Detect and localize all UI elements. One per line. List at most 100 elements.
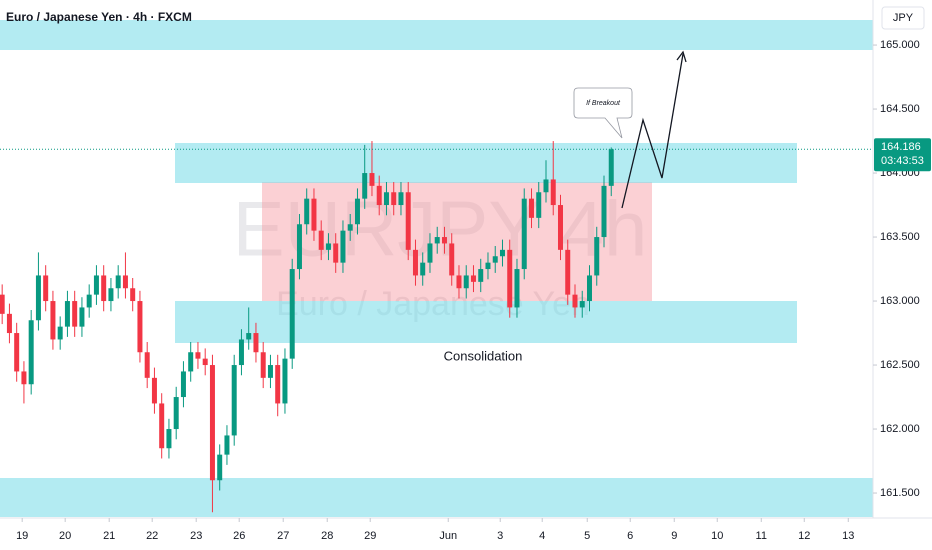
candle-body <box>608 149 614 186</box>
candle-body <box>173 397 179 430</box>
x-tick-label: 23 <box>190 530 202 542</box>
support-zone <box>175 301 797 343</box>
projection-arrow <box>621 53 684 209</box>
support-zone-bottom <box>0 478 873 517</box>
candle-body <box>180 371 186 398</box>
candle-body <box>333 243 339 263</box>
candle-body <box>21 371 27 385</box>
candle-body <box>456 275 462 289</box>
candle-body <box>260 352 266 378</box>
candle-body <box>50 301 56 340</box>
candle-body <box>398 192 404 206</box>
candles <box>0 141 873 513</box>
candle-body <box>362 173 368 199</box>
candle-body <box>296 224 302 270</box>
x-tick-label: 26 <box>233 530 245 542</box>
candle-body <box>463 275 469 289</box>
candle-body <box>434 237 440 244</box>
last-price-label: 164.186 <box>881 141 921 153</box>
candle-body <box>86 294 92 308</box>
x-tick-label: Jun <box>439 530 457 542</box>
candle-body <box>72 301 78 327</box>
candle-body <box>420 262 426 276</box>
x-tick-label: 21 <box>103 530 115 542</box>
candle-body <box>376 185 382 206</box>
candle-body <box>347 224 353 231</box>
candle-body <box>383 192 389 206</box>
candle-body <box>492 256 498 263</box>
currency: JPY <box>893 12 914 24</box>
candle-body <box>325 243 331 250</box>
candle-body <box>188 352 194 372</box>
x-tick-label: 5 <box>584 530 590 542</box>
candle-body <box>340 230 346 263</box>
candle-body <box>318 230 324 250</box>
candle-body <box>108 288 114 302</box>
x-tick-label: 22 <box>146 530 158 542</box>
candle-body <box>202 358 208 366</box>
y-tick-label: 163.500 <box>880 231 920 243</box>
candle-body <box>282 358 288 404</box>
candle-body <box>536 192 542 218</box>
candle-body <box>601 185 607 238</box>
candle-body <box>217 454 223 481</box>
candle-body <box>572 294 578 308</box>
y-tick-label: 162.500 <box>880 359 920 371</box>
arrow-head <box>676 50 687 63</box>
candle-body <box>79 307 85 327</box>
candle-body <box>391 192 397 206</box>
candle-body <box>514 269 520 308</box>
candle-body <box>579 301 585 308</box>
candle-body <box>209 365 215 481</box>
candle-body <box>159 403 165 449</box>
header-title: Euro / Japanese Yen · 4h · FXCM <box>6 10 192 24</box>
candle-body <box>507 249 513 308</box>
candle-body <box>0 294 5 314</box>
candle-body <box>441 237 447 244</box>
x-tick-label: 12 <box>798 530 810 542</box>
candle-body <box>478 269 484 282</box>
candle-body <box>137 301 143 353</box>
candle-body <box>543 179 549 193</box>
resistance-zone-top <box>0 20 873 50</box>
candle-body <box>427 243 433 263</box>
candle-body <box>528 198 534 218</box>
candle-body <box>115 275 121 289</box>
candle-body <box>246 333 252 340</box>
candle-body <box>151 377 157 404</box>
candle-body <box>354 198 360 225</box>
candle-body <box>470 275 476 282</box>
x-tick-label: 9 <box>671 530 677 542</box>
y-tick-label: 163.000 <box>880 295 920 307</box>
candle-body <box>28 320 34 385</box>
candle-body <box>485 262 491 270</box>
candle-body <box>311 198 317 231</box>
candle-body <box>521 198 527 270</box>
candle-body <box>14 333 20 372</box>
countdown: 03:43:53 <box>881 155 924 167</box>
callout-bubble <box>573 87 633 139</box>
x-tick-label: 19 <box>16 530 28 542</box>
candle-body <box>57 326 63 340</box>
y-tick-label: 164.500 <box>880 103 920 115</box>
y-tick-label: 161.500 <box>880 487 920 499</box>
x-tick-label: 29 <box>364 530 376 542</box>
candle-body <box>304 198 310 225</box>
candle-body <box>586 275 592 302</box>
candle-body <box>275 365 281 404</box>
candle-body <box>166 429 172 449</box>
candle-body <box>195 352 201 359</box>
x-tick-label: 11 <box>756 530 767 542</box>
x-tick-label: 27 <box>277 530 289 542</box>
candle-body <box>289 269 295 359</box>
x-tick-label: 20 <box>59 530 71 542</box>
currency-box <box>881 6 925 30</box>
x-tick-label: 6 <box>627 530 633 542</box>
x-tick-label: 3 <box>497 530 503 542</box>
candle-body <box>130 288 136 302</box>
x-tick-label: 13 <box>842 530 854 542</box>
candle-body <box>224 435 230 455</box>
candle-body <box>499 249 505 257</box>
